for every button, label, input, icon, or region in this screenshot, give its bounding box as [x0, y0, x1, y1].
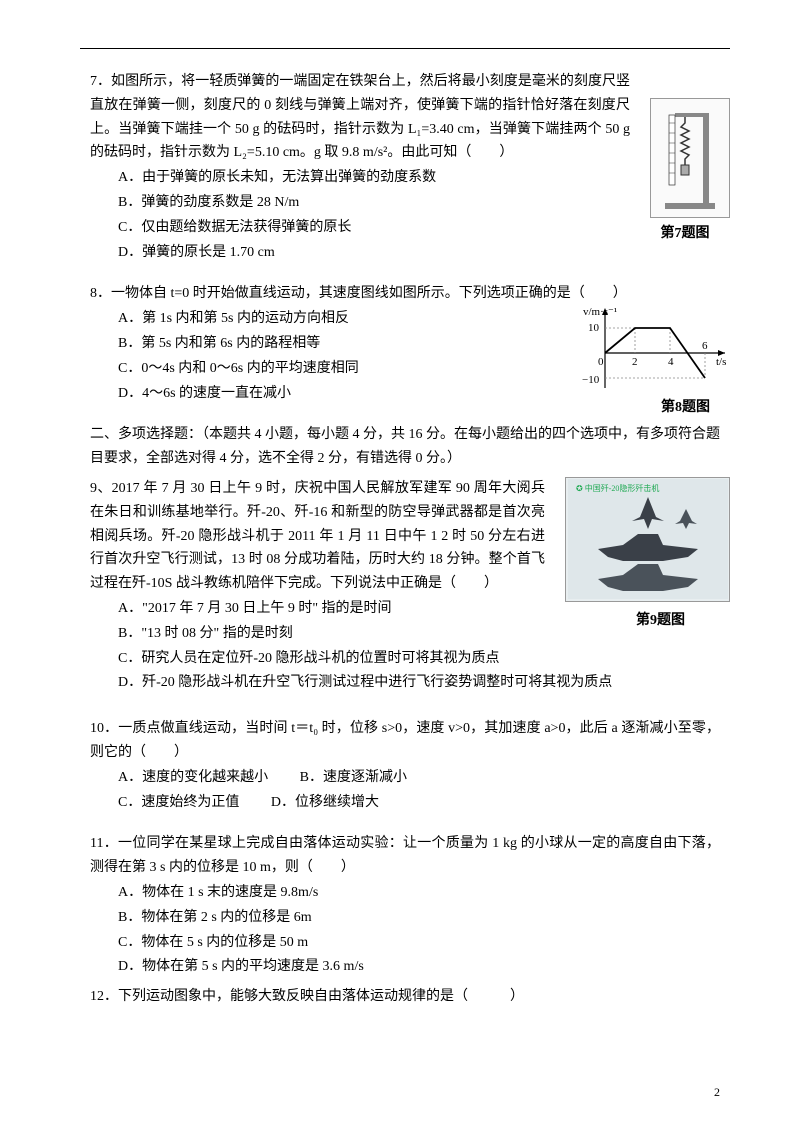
- svg-text:0: 0: [598, 356, 604, 368]
- velocity-chart-icon: v/m·s⁻¹ t/s 10 −10 0 2 4 6: [580, 303, 730, 393]
- q7-options: A．由于弹簧的原长未知，无法算出弹簧的劲度系数 B．弹簧的劲度系数是 28 N/…: [90, 166, 720, 264]
- q10-opt-d: D．位移继续增大: [271, 791, 379, 815]
- q8-fig-label: 第8题图: [661, 396, 710, 420]
- q11-stem: 11．一位同学在某星球上完成自由落体运动实验：让一个质量为 1 kg 的小球从一…: [90, 832, 720, 880]
- question-8: v/m·s⁻¹ t/s 10 −10 0 2 4 6 8．一物体自 t=0 时开…: [90, 282, 720, 405]
- q9-stem-text: 2017 年 7 月 30 日上午 9 时，庆祝中国人民解放军建军 90 周年大…: [90, 481, 545, 591]
- page-rule: [80, 48, 730, 49]
- q11-options: A．物体在 1 s 末的速度是 9.8m/s B．物体在第 2 s 内的位移是 …: [90, 881, 720, 979]
- svg-text:10: 10: [588, 322, 600, 334]
- jet-fighters-icon: ✪ 中国歼-20隐形歼击机: [568, 479, 728, 599]
- svg-text:v/m·s⁻¹: v/m·s⁻¹: [583, 306, 617, 318]
- q9-fig-label: 第9题图: [636, 609, 685, 633]
- q8-opt-c: C．0～4s 内和 0～6s 内的平均速度相同: [118, 357, 560, 381]
- svg-text:t/s: t/s: [716, 356, 726, 368]
- q8-opt-a: A．第 1s 内和第 5s 内的运动方向相反: [118, 307, 560, 331]
- figure-q9: ✪ 中国歼-20隐形歼击机: [565, 477, 730, 602]
- q12-stem-text: 下列运动图象中，能够大致反映自由落体运动规律的是（ ）: [118, 989, 524, 1004]
- question-9: ✪ 中国歼-20隐形歼击机 9、2017 年 7 月 30 日上午 9 时，庆祝…: [90, 477, 720, 695]
- q9-opt-b: B．"13 时 08 分" 指的是时刻: [118, 622, 720, 646]
- q10-num: 10．: [90, 721, 118, 736]
- svg-text:4: 4: [668, 356, 674, 368]
- q8-stem-text: 一物体自 t=0 时开始做直线运动，其速度图线如图所示。下列选项正确的是（ ）: [111, 286, 627, 301]
- q7-opt-d: D．弹簧的原长是 1.70 cm: [118, 241, 720, 265]
- question-7: 7．如图所示，将一轻质弹簧的一端固定在铁架台上，然后将最小刻度是毫米的刻度尺竖直…: [90, 70, 720, 264]
- q11-num: 11．: [90, 836, 118, 851]
- svg-text:−10: −10: [582, 374, 600, 386]
- q12-stem: 12．下列运动图象中，能够大致反映自由落体运动规律的是（ ）: [90, 985, 720, 1009]
- page-number: 2: [714, 1082, 720, 1102]
- q11-opt-b: B．物体在第 2 s 内的位移是 6m: [118, 906, 720, 930]
- q7-opt-a: A．由于弹簧的原长未知，无法算出弹簧的劲度系数: [118, 166, 720, 190]
- q8-num: 8．: [90, 286, 111, 301]
- q12-num: 12．: [90, 989, 118, 1004]
- figure-q8: v/m·s⁻¹ t/s 10 −10 0 2 4 6: [580, 300, 730, 395]
- spring-apparatus-icon: [655, 103, 725, 213]
- q8-opt-d: D．4～6s 的速度一直在减小: [118, 382, 560, 406]
- svg-text:2: 2: [632, 356, 638, 368]
- q9-opt-c: C．研究人员在定位歼-20 隐形战斗机的位置时可将其视为质点: [118, 647, 720, 671]
- q10-options: A．速度的变化越来越小 B．速度逐渐减小 C．速度始终为正值 D．位移继续增大: [90, 766, 720, 815]
- section-2-head: 二、多项选择题：（本题共 4 小题，每小题 4 分，共 16 分。在每小题给出的…: [90, 423, 720, 471]
- q7-opt-c: C．仅由题给数据无法获得弹簧的原长: [118, 216, 720, 240]
- q7-stem: 7．如图所示，将一轻质弹簧的一端固定在铁架台上，然后将最小刻度是毫米的刻度尺竖直…: [90, 70, 720, 165]
- figure-q7: [650, 98, 730, 218]
- q10-opt-a: A．速度的变化越来越小: [118, 766, 268, 790]
- q11-opt-c: C．物体在 5 s 内的位移是 50 m: [118, 931, 720, 955]
- q10-stem: 10．一质点做直线运动，当时间 t＝t₀ 时，位移 s>0，速度 v>0，其加速…: [90, 717, 720, 765]
- q8-opt-b: B．第 5s 内和第 6s 内的路程相等: [118, 332, 560, 356]
- q10-opt-b: B．速度逐渐减小: [300, 766, 407, 790]
- q11-opt-a: A．物体在 1 s 末的速度是 9.8m/s: [118, 881, 720, 905]
- q7-fig-label: 第7题图: [645, 222, 725, 246]
- svg-text:6: 6: [702, 340, 708, 352]
- question-10: 10．一质点做直线运动，当时间 t＝t₀ 时，位移 s>0，速度 v>0，其加速…: [90, 717, 720, 814]
- question-12: 12．下列运动图象中，能够大致反映自由落体运动规律的是（ ）: [90, 985, 720, 1009]
- q9-opt-d: D．歼-20 隐形战斗机在升空飞行测试过程中进行飞行姿势调整时可将其视为质点: [118, 671, 720, 695]
- q9-num: 9、: [90, 481, 112, 496]
- q11-opt-d: D．物体在第 5 s 内的平均速度是 3.6 m/s: [118, 955, 720, 979]
- q9-options: A．"2017 年 7 月 30 日上午 9 时" 指的是时间 B．"13 时 …: [90, 597, 720, 695]
- q11-stem-text: 一位同学在某星球上完成自由落体运动实验：让一个质量为 1 kg 的小球从一定的高…: [90, 836, 720, 875]
- svg-text:✪ 中国歼-20隐形歼击机: ✪ 中国歼-20隐形歼击机: [576, 483, 659, 493]
- question-11: 11．一位同学在某星球上完成自由落体运动实验：让一个质量为 1 kg 的小球从一…: [90, 832, 720, 979]
- q10-stem-text: 一质点做直线运动，当时间 t＝t₀ 时，位移 s>0，速度 v>0，其加速度 a…: [90, 721, 720, 760]
- q7-opt-b: B．弹簧的劲度系数是 28 N/m: [118, 191, 720, 215]
- q10-opt-c: C．速度始终为正值: [118, 791, 239, 815]
